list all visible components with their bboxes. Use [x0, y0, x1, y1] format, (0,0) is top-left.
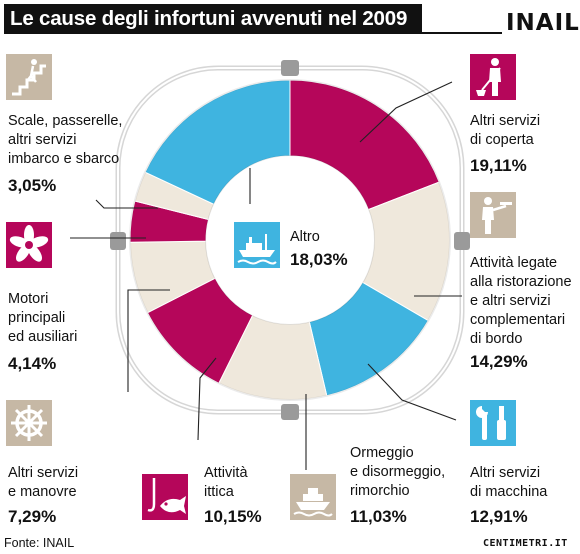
leader-scale [95, 199, 158, 209]
value-motori: 4,14% [8, 354, 57, 373]
boat-icon [234, 222, 280, 268]
value-ormeggio: 11,03% [350, 507, 407, 526]
label-altro: Altro [290, 229, 320, 245]
sweeper-icon [470, 54, 516, 100]
title-rule [422, 32, 502, 34]
stairs-icon [6, 54, 52, 100]
chart-title: Le cause degli infortuni avvenuti nel 20… [4, 4, 422, 34]
rope-clip-bottom [281, 404, 299, 420]
value-altro: 18,03% [290, 250, 348, 269]
brand-logo: INAIL [506, 10, 580, 36]
rope-clip-right [454, 232, 470, 250]
leader-coperta [359, 81, 453, 143]
label-macchina: Altri servizi di macchina [470, 465, 548, 500]
leader-ittica [197, 357, 217, 441]
tools-icon [470, 400, 516, 446]
source-note: Fonte: INAIL [4, 536, 75, 550]
leader-macchina [367, 363, 457, 421]
rope-clip-top [281, 60, 299, 76]
signature: CENTIMETRI.IT [483, 538, 568, 549]
label-coperta: Altri servizi di coperta [470, 113, 541, 148]
rope-clip-left [110, 232, 126, 250]
value-ittica: 10,15% [204, 507, 262, 526]
label-manovre: Altri servizi e manovre [8, 465, 79, 500]
ferry-icon [290, 474, 336, 520]
value-ristorazione: 14,29% [470, 352, 528, 371]
ring-hole [206, 156, 374, 324]
fish-hook-icon [142, 474, 188, 520]
propeller-icon [6, 222, 52, 268]
waiter-icon [470, 192, 516, 238]
ship-wheel-icon [6, 400, 52, 446]
label-ittica: Attività ittica [204, 465, 248, 500]
value-scale: 3,05% [8, 176, 57, 195]
label-ristorazione: Attività legate alla ristorazione e altr… [470, 255, 572, 347]
value-macchina: 12,91% [470, 507, 528, 526]
value-manovre: 7,29% [8, 507, 57, 526]
ring-outer-edge [129, 79, 451, 401]
label-motori: Motori principali ed ausiliari [8, 291, 78, 345]
value-coperta: 19,11% [470, 156, 527, 175]
label-ormeggio: Ormeggio e disormeggio, rimorchio [350, 445, 446, 499]
label-scale: Scale, passerelle, altri servizi imbarco… [8, 113, 123, 167]
leader-manovre [127, 289, 170, 392]
